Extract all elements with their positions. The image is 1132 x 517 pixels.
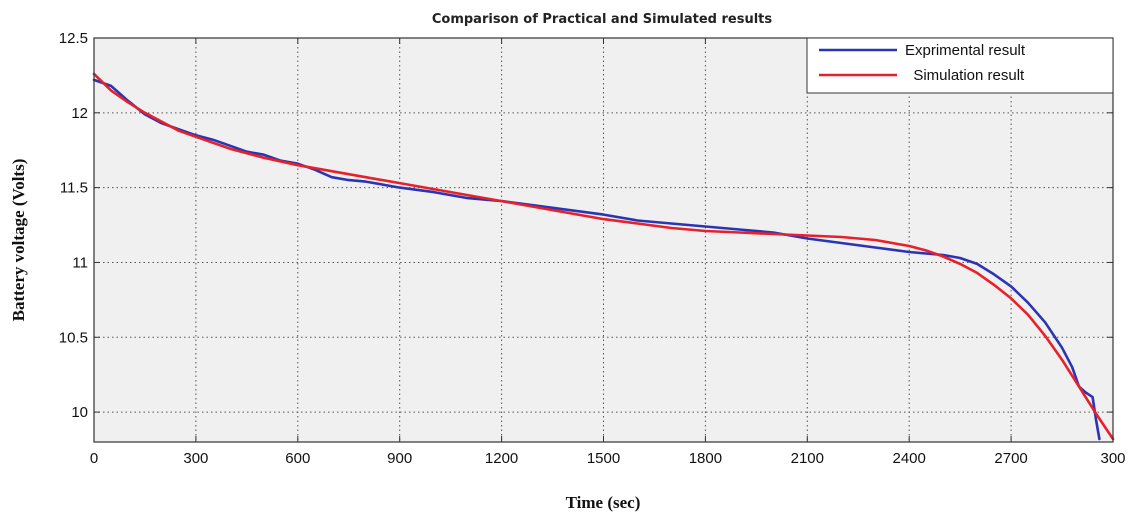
series-lines [92, 72, 1115, 441]
legend-label-exprimental: Exprimental result [905, 42, 1026, 59]
x-tick-label: 1500 [587, 450, 620, 467]
y-tick-label: 10.5 [59, 329, 88, 346]
x-tick-label: 600 [285, 450, 310, 467]
grid-lines [94, 38, 1113, 442]
y-tick-label: 11.5 [60, 180, 88, 197]
axis-ticks: 0 300 600 900 1200 1500 1800 2100 2400 2700 300 10 1… [59, 30, 1126, 467]
x-tick-label: 2700 [994, 450, 1027, 467]
y-axis-label: Battery voltage (Volts) [9, 159, 28, 322]
x-tick-label: 2400 [893, 450, 926, 467]
y-tick-label: 12.5 [59, 30, 88, 47]
y-tick-label: 11 [72, 254, 88, 271]
x-tick-label: 1800 [689, 450, 722, 467]
plot-area [94, 38, 1113, 442]
y-tick-label: 10 [71, 404, 88, 421]
legend-label-simulation: Simulation result [905, 67, 1025, 84]
x-tick-label: 1200 [485, 450, 518, 467]
y-tick-label: 12 [71, 105, 88, 122]
chart-title: Comparison of Practical and Simulated re… [432, 12, 773, 27]
legend: Exprimental result Simulation result [806, 37, 1114, 94]
series-line-simulation [92, 72, 1115, 441]
x-tick-label: 300 [183, 450, 208, 467]
legend-box [806, 37, 1114, 94]
series-line-exprimental [92, 78, 1101, 441]
x-axis-label: Time (sec) [566, 493, 641, 512]
x-tick-label: 2100 [791, 450, 824, 467]
x-tick-label: 0 [90, 450, 98, 467]
x-tick-label: 300 [1100, 450, 1125, 467]
x-tick-label: 900 [387, 450, 412, 467]
